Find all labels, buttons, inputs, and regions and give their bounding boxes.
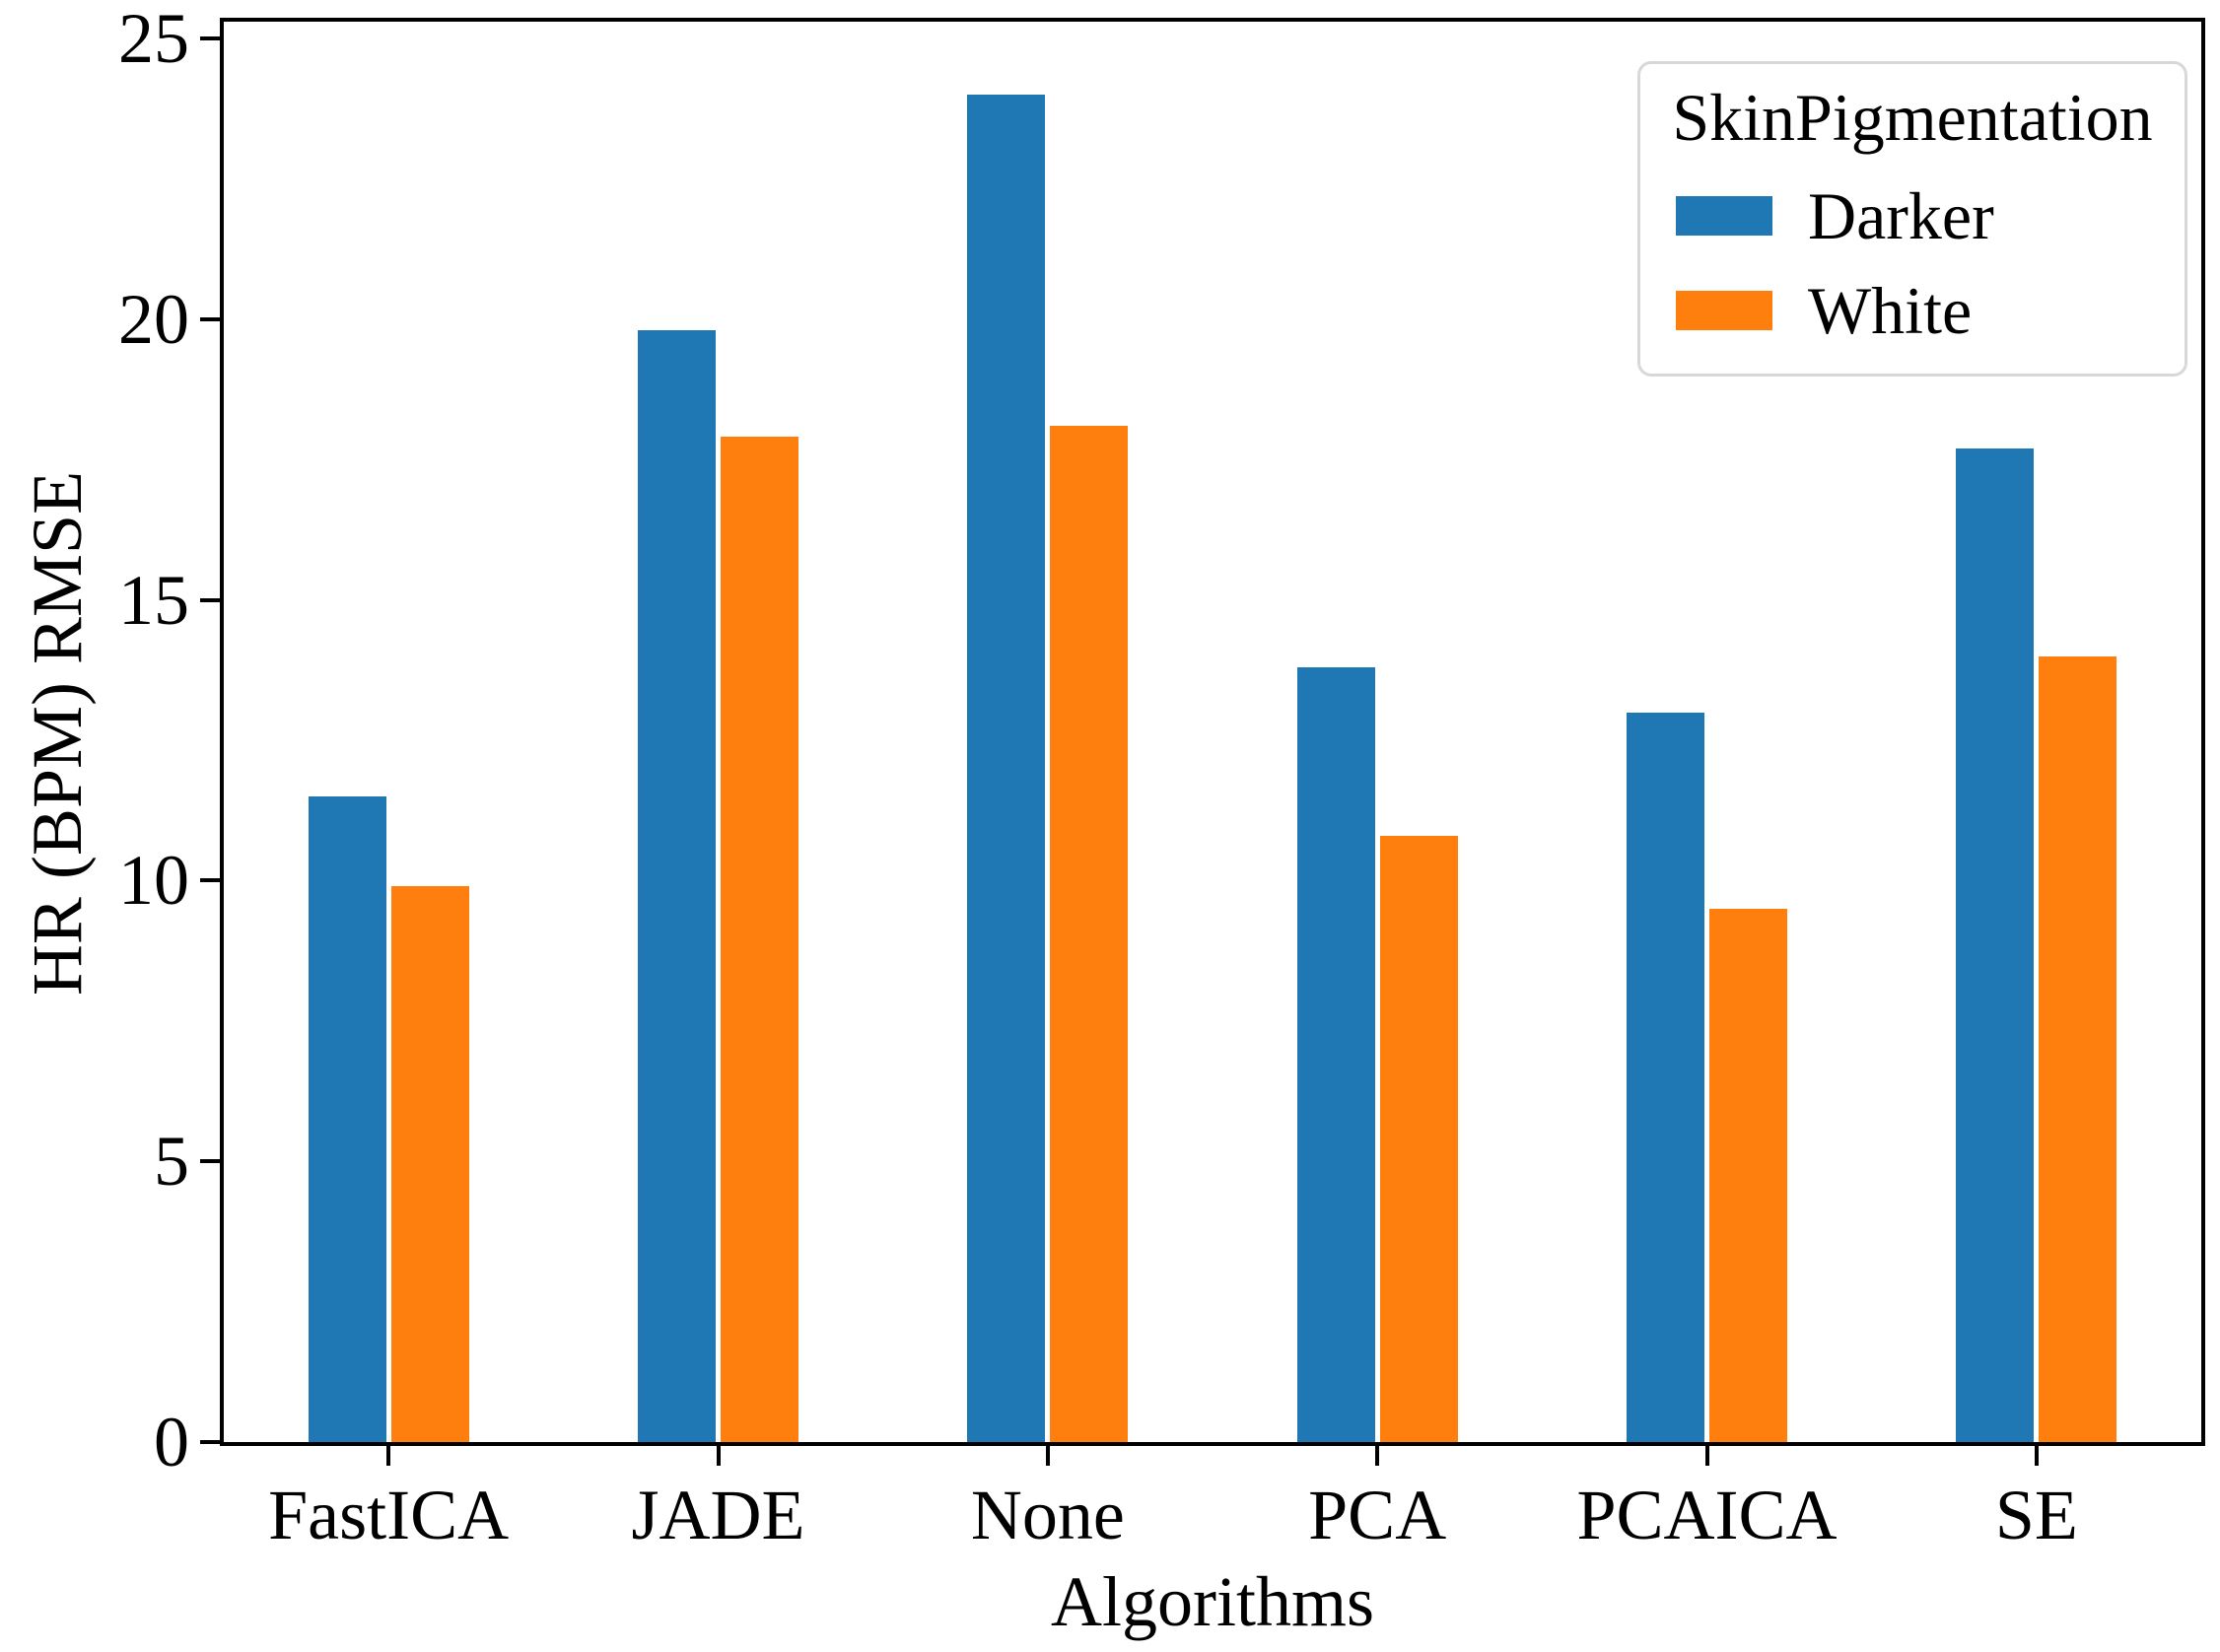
bar-white-jade [721, 437, 798, 1442]
y-tick-mark [200, 1440, 224, 1444]
legend-label-white: White [1808, 273, 1973, 348]
legend-item-white: White [1676, 271, 2185, 350]
x-tick-mark [1045, 1442, 1050, 1466]
bar-darker-pca [1296, 667, 1375, 1442]
x-tick-label-fastica: FastICA [268, 1476, 510, 1554]
bar-white-se [2039, 655, 2117, 1442]
legend-label-darker: Darker [1808, 178, 1994, 253]
x-axis-label: Algorithms [1050, 1562, 1374, 1641]
bar-white-fastica [390, 886, 469, 1442]
bar-white-pca [1379, 835, 1458, 1442]
legend: SkinPigmentation Darker White [1637, 61, 2187, 377]
bar-darker-none [967, 95, 1046, 1442]
y-tick-mark [200, 36, 224, 41]
y-tick-mark [200, 878, 224, 883]
legend-swatch-white-icon [1676, 291, 1772, 330]
y-tick-label: 15 [118, 560, 189, 640]
x-tick-label-pca: PCA [1308, 1476, 1447, 1554]
x-tick-mark [716, 1442, 721, 1466]
bar-darker-se [1956, 447, 2035, 1442]
y-tick-mark [200, 1159, 224, 1164]
y-tick-label: 20 [118, 279, 189, 359]
bar-darker-jade [638, 330, 716, 1442]
bar-white-pcaica [1709, 908, 1787, 1442]
bar-darker-fastica [308, 796, 386, 1442]
y-tick-label: 5 [154, 1122, 189, 1202]
legend-swatch-darker-icon [1676, 196, 1772, 236]
x-tick-mark [386, 1442, 391, 1466]
legend-item-darker: Darker [1676, 176, 2185, 255]
y-axis-label: HR (BPM) RMSE [18, 470, 97, 997]
legend-title: SkinPigmentation [1672, 80, 2153, 155]
bar-darker-pcaica [1627, 712, 1704, 1442]
bar-white-none [1050, 426, 1129, 1442]
y-tick-mark [200, 316, 224, 321]
x-tick-label-pcaica: PCAICA [1576, 1476, 1838, 1554]
y-tick-label: 0 [154, 1403, 189, 1481]
x-tick-mark [1375, 1442, 1380, 1466]
y-tick-label: 25 [118, 0, 189, 79]
x-tick-mark [1704, 1442, 1709, 1466]
x-tick-label-jade: JADE [631, 1476, 805, 1554]
y-tick-label: 10 [118, 841, 189, 921]
x-tick-mark [2034, 1442, 2039, 1466]
x-tick-label-se: SE [1994, 1476, 2078, 1554]
x-tick-label-none: None [970, 1476, 1125, 1554]
y-tick-mark [200, 597, 224, 602]
